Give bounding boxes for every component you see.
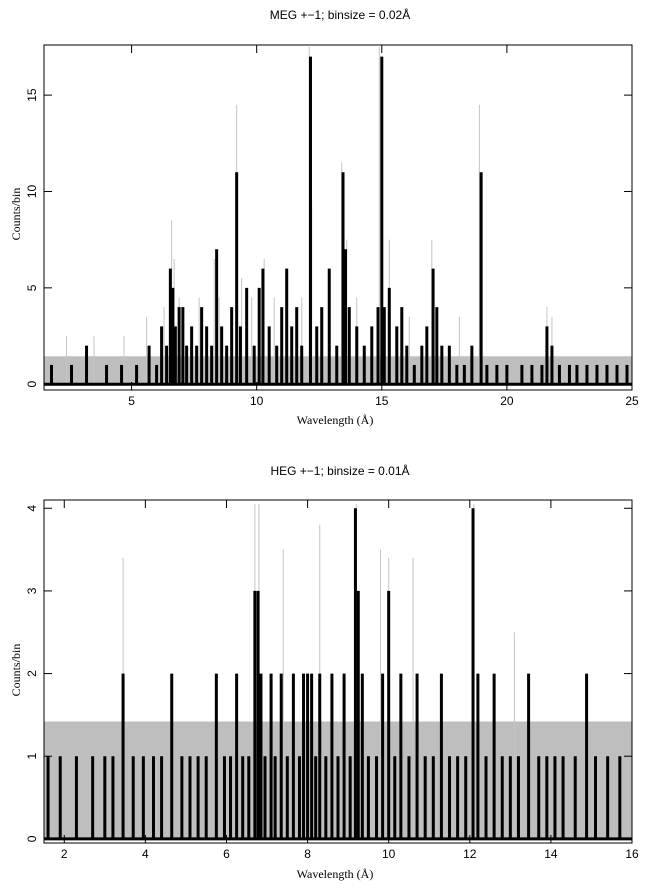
heg-y-tick-label: 3 <box>25 587 39 594</box>
meg-x-axis-label: Wavelength (Å) <box>297 413 374 427</box>
heg-x-tick-label: 6 <box>223 847 230 861</box>
heg-x-tick-label: 2 <box>61 847 68 861</box>
heg-x-tick-label: 4 <box>142 847 149 861</box>
meg-x-tick-label: 25 <box>625 394 639 408</box>
heg-x-tick-label: 10 <box>382 847 396 861</box>
meg-title: MEG +−1; binsize = 0.02Å <box>270 7 410 22</box>
heg-plot-frame <box>43 499 633 844</box>
heg-title: HEG +−1; binsize = 0.01Å <box>270 463 409 478</box>
meg-x-tick-label: 10 <box>250 394 264 408</box>
heg-y-tick-label: 0 <box>25 835 39 842</box>
meg-y-tick-label: 5 <box>25 284 39 291</box>
meg-y-axis-label: Counts/bin <box>9 188 23 241</box>
meg-y-tick-label: 10 <box>25 184 39 198</box>
heg-x-tick-label: 12 <box>463 847 477 861</box>
heg-y-tick-label: 2 <box>25 670 39 677</box>
heg-x-axis-label: Wavelength (Å) <box>297 867 374 881</box>
heg-x-tick-label: 14 <box>544 847 558 861</box>
heg-y-tick-label: 1 <box>25 753 39 760</box>
meg-plot-frame <box>43 44 633 391</box>
meg-x-tick-label: 15 <box>375 394 389 408</box>
meg-y-tick-label: 15 <box>25 88 39 102</box>
heg-x-tick-label: 8 <box>304 847 311 861</box>
meg-x-tick-label: 5 <box>128 394 135 408</box>
meg-x-tick-label: 20 <box>500 394 514 408</box>
meg-panel: MEG +−1; binsize = 0.02Å Wavelength (Å) … <box>9 7 639 427</box>
heg-y-axis-label: Counts/bin <box>9 644 23 697</box>
heg-y-tick-label: 4 <box>25 505 39 512</box>
heg-x-tick-label: 16 <box>625 847 639 861</box>
heg-panel: HEG +−1; binsize = 0.01Å Wavelength (Å) … <box>9 463 639 881</box>
meg-y-tick-label: 0 <box>25 381 39 388</box>
